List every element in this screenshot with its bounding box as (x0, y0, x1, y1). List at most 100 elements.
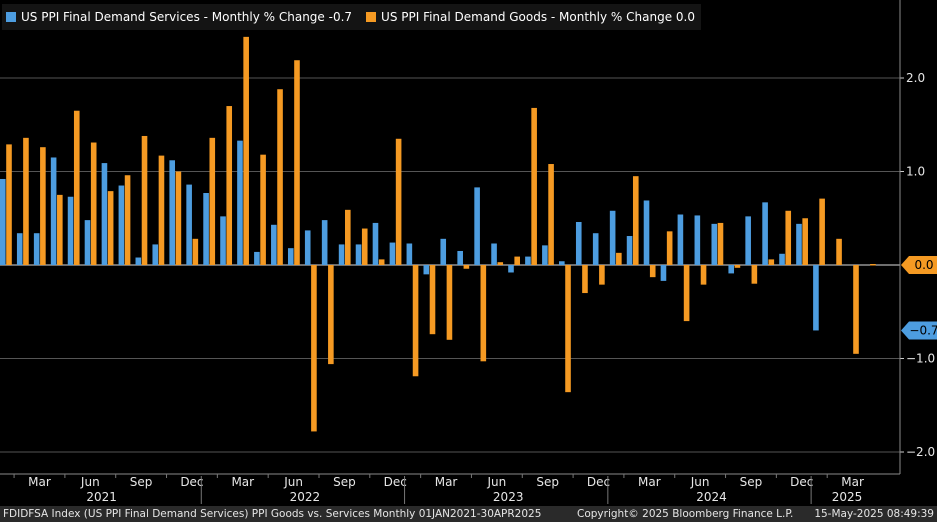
services-bar (660, 265, 667, 281)
services-bar (508, 265, 514, 273)
goods-bar (836, 238, 842, 265)
services-bar (643, 200, 650, 265)
goods-bar (429, 265, 436, 335)
goods-bar (446, 265, 453, 340)
goods-bar (548, 164, 554, 265)
goods-bar (531, 107, 537, 265)
services-bar (440, 238, 447, 265)
legend-goods-label: US PPI Final Demand Goods - Monthly % Ch… (381, 10, 695, 24)
goods-bar (378, 259, 385, 265)
legend-goods[interactable]: US PPI Final Demand Goods - Monthly % Ch… (366, 10, 695, 24)
y-tick-label: −2.0 (906, 445, 935, 459)
goods-bar (158, 155, 165, 265)
goods-bar (107, 191, 114, 265)
chart-canvas: 2.0 1.0 −1.0 −2.0 0.0 −0.7 Mar Jun Sep Dec Mar Jun S… (0, 0, 937, 504)
x-month-label: Sep (333, 475, 356, 489)
services-bar (389, 242, 396, 265)
y-tick-label: 2.0 (906, 71, 925, 85)
chart-legend: US PPI Final Demand Services - Monthly %… (2, 4, 701, 30)
goods-bar (768, 259, 775, 265)
services-bar (16, 233, 23, 265)
goods-bar (734, 265, 741, 268)
services-bar (694, 215, 701, 265)
x-month-label: Sep (740, 475, 763, 489)
x-month-label: Sep (536, 475, 559, 489)
x-year-label: 2022 (290, 490, 321, 504)
chart-footer: FDIDFSA Index (US PPI Final Demand Servi… (0, 506, 937, 522)
services-bar (813, 265, 819, 331)
x-year-label: 2023 (493, 490, 524, 504)
x-month-label: Jun (283, 475, 303, 489)
legend-services[interactable]: US PPI Final Demand Services - Monthly %… (6, 10, 352, 24)
services-bar (304, 230, 311, 265)
last-value-goods-label: 0.0 (914, 258, 933, 272)
goods-bar (819, 198, 825, 265)
x-month-label: Mar (435, 475, 458, 489)
goods-bar (666, 231, 673, 265)
goods-bar (802, 218, 808, 265)
x-month-label: Dec (587, 475, 610, 489)
services-bar (50, 157, 57, 265)
services-bar (745, 216, 751, 265)
services-bar (118, 185, 125, 265)
x-month-label: Mar (28, 475, 51, 489)
goods-bar (141, 135, 148, 265)
last-value-services-label-bg (901, 321, 937, 340)
services-bar (101, 163, 108, 265)
services-bar (711, 223, 718, 265)
goods-bar (277, 89, 283, 265)
goods-bar (209, 137, 216, 265)
x-month-label: Mar (841, 475, 864, 489)
services-bar (169, 160, 175, 265)
goods-bar (785, 210, 792, 265)
x-year-label: 2024 (696, 490, 727, 504)
goods-bar (480, 265, 487, 362)
goods-bar (23, 137, 29, 265)
goods-bar (192, 238, 199, 265)
services-bar (271, 224, 277, 265)
goods-bar (565, 265, 571, 393)
goods-bar (649, 265, 656, 278)
services-bar (84, 220, 91, 265)
last-value-services-label: −0.7 (909, 323, 937, 337)
services-bar (575, 221, 582, 265)
goods-bar (294, 60, 300, 265)
goods-bar (226, 106, 233, 265)
goods-bar (616, 252, 622, 265)
y-tick-label: −1.0 (906, 352, 935, 366)
goods-bar (582, 265, 588, 294)
services-bar (254, 251, 260, 265)
services-bar (762, 202, 768, 265)
goods-bar (717, 222, 724, 265)
legend-services-swatch (6, 12, 16, 22)
goods-bar (57, 194, 63, 265)
services-bar (220, 216, 226, 265)
goods-bar (243, 36, 249, 265)
legend-goods-swatch (366, 12, 377, 22)
services-bar (372, 222, 379, 265)
goods-bar (90, 142, 97, 265)
services-bar (203, 193, 209, 265)
goods-bar (40, 147, 46, 265)
goods-bar (463, 265, 470, 269)
services-bar (457, 250, 463, 265)
footer-copyright: Copyright© 2025 Bloomberg Finance L.P. (577, 508, 794, 520)
x-month-label: Jun (690, 475, 710, 489)
goods-bar (124, 175, 131, 265)
services-bar (592, 233, 599, 265)
services-bar (406, 243, 413, 265)
x-month-label: Dec (790, 475, 813, 489)
x-year-label: 2025 (832, 490, 863, 504)
footer-timestamp: 15-May-2025 08:49:39 (814, 508, 934, 520)
goods-bar (328, 265, 334, 365)
services-bar (677, 214, 684, 265)
goods-bar (73, 110, 80, 265)
x-month-label: Mar (231, 475, 254, 489)
goods-bar (311, 265, 317, 432)
services-bar (542, 245, 548, 265)
services-bar (423, 265, 430, 275)
services-bar (67, 196, 74, 265)
legend-services-label: US PPI Final Demand Services - Monthly %… (21, 10, 353, 24)
goods-bar (395, 138, 402, 265)
services-bar (0, 178, 6, 265)
